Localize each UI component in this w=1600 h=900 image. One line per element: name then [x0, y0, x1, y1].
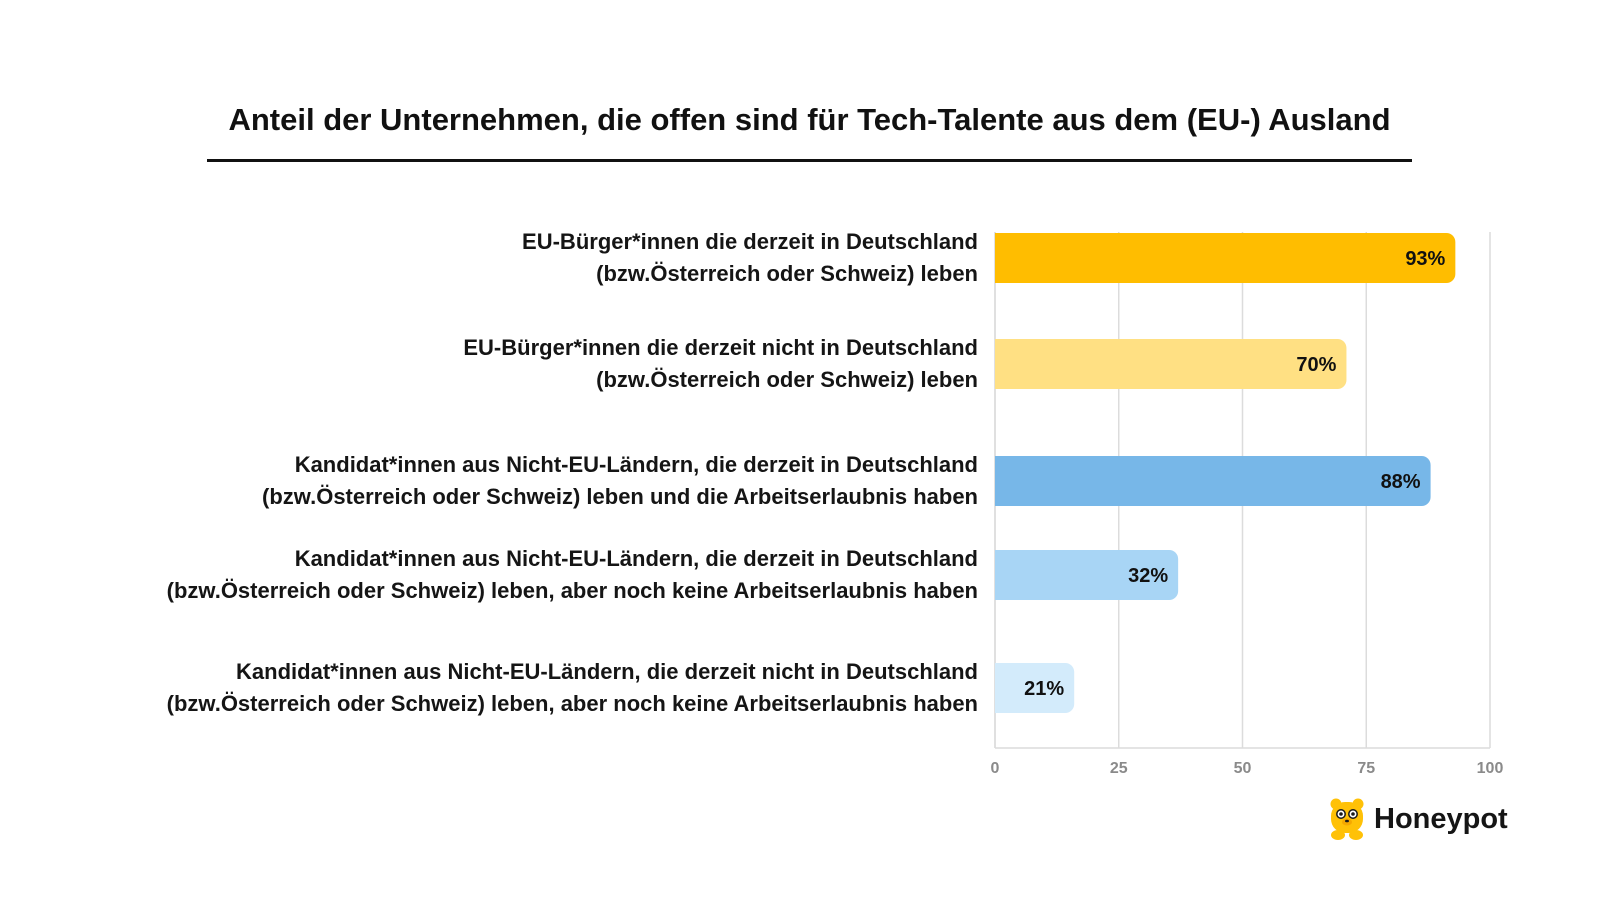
bar-left-edge — [995, 550, 1007, 600]
bar-left-edge — [995, 456, 1007, 506]
bar-left-edge — [995, 663, 1007, 713]
category-label: Kandidat*innen aus Nicht-EU-Ländern, die… — [167, 656, 978, 720]
category-label-line: EU-Bürger*innen die derzeit nicht in Deu… — [463, 335, 978, 360]
bar-value-label: 88% — [1381, 471, 1421, 493]
category-label-line: (bzw.Österreich oder Schweiz) leben, abe… — [166, 691, 978, 716]
category-label-line: (bzw.Österreich oder Schweiz) leben — [596, 261, 978, 286]
title-underline — [207, 159, 1412, 162]
bar-left-edge — [995, 339, 1007, 389]
bar — [995, 550, 1179, 600]
category-label: EU-Bürger*innen die derzeit nicht in Deu… — [463, 332, 978, 396]
bar-value-label: 93% — [1405, 248, 1445, 270]
x-tick-label: 50 — [1234, 760, 1252, 777]
bear-icon — [1330, 798, 1364, 840]
category-label-line: EU-Bürger*innen die derzeit in Deutschla… — [522, 229, 978, 254]
bar-value-label: 21% — [1024, 678, 1064, 700]
category-label-line: (bzw.Österreich oder Schweiz) leben, abe… — [166, 578, 978, 603]
category-label-line: Kandidat*innen aus Nicht-EU-Ländern, die… — [236, 659, 978, 684]
chart-title: Anteil der Unternehmen, die offen sind f… — [228, 102, 1391, 137]
bar — [995, 233, 1456, 283]
category-label-line: (bzw.Österreich oder Schweiz) leben — [596, 367, 978, 392]
x-tick-label: 100 — [1477, 760, 1504, 777]
bar — [995, 663, 1075, 713]
x-tick-label: 25 — [1110, 760, 1128, 777]
bar-left-edge — [995, 233, 1007, 283]
brand-name: Honeypot — [1374, 802, 1508, 835]
brand-logo: Honeypot — [1328, 796, 1508, 842]
category-label-line: (bzw.Österreich oder Schweiz) leben und … — [262, 484, 978, 509]
x-tick-label: 75 — [1357, 760, 1375, 777]
bar-value-label: 70% — [1296, 354, 1336, 376]
bar-value-label: 32% — [1128, 565, 1168, 587]
x-tick-label: 0 — [991, 760, 1000, 777]
category-label-line: Kandidat*innen aus Nicht-EU-Ländern, die… — [294, 452, 978, 477]
category-label-line: Kandidat*innen aus Nicht-EU-Ländern, die… — [294, 546, 978, 571]
bar — [995, 456, 1431, 506]
category-label: Kandidat*innen aus Nicht-EU-Ländern, die… — [167, 543, 978, 607]
bar — [995, 339, 1347, 389]
category-label: Kandidat*innen aus Nicht-EU-Ländern, die… — [262, 449, 978, 513]
category-label: EU-Bürger*innen die derzeit in Deutschla… — [522, 226, 978, 290]
